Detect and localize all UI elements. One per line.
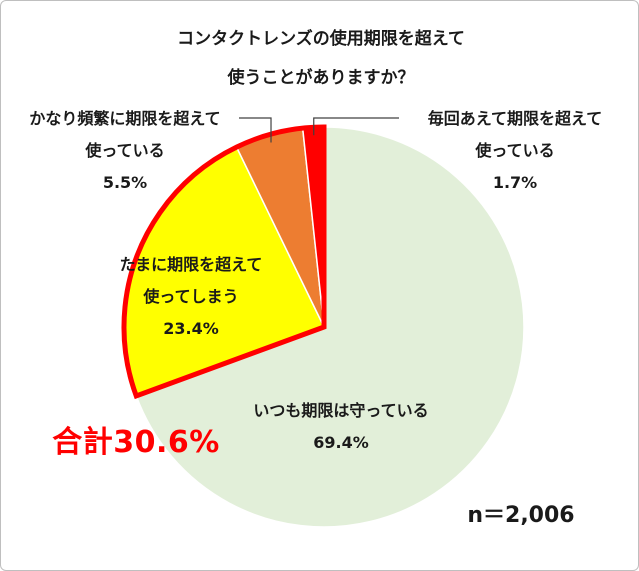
slice-always-keep	[135, 126, 525, 528]
slice-label-always-keep: いつも期限は守っている 69.4%	[211, 401, 471, 465]
slice-value-label: 1.7%	[492, 173, 538, 192]
slice-label-always-exceed: 毎回あえて期限を超えて 使っている 1.7%	[406, 109, 624, 205]
slice-label-line: 使ってしまう	[143, 287, 239, 306]
slice-value-label: 69.4%	[313, 433, 369, 452]
slice-label-line: いつも期限は守っている	[253, 401, 429, 420]
leader-lines	[239, 117, 399, 143]
slice-label-line: 使っている	[475, 141, 555, 160]
highlight-total-label: 合計30.6%	[52, 425, 220, 460]
sample-size-label: n＝2,006	[467, 503, 575, 528]
leader-line-frequently-exceed	[239, 117, 272, 143]
slice-label-line: かなり頻繁に期限を超えて	[29, 109, 221, 128]
chart-title-line-2: 使うことがありますか？	[227, 68, 415, 88]
slice-label-sometimes-exceed: たまに期限を超えて 使ってしまう 23.4%	[86, 255, 296, 351]
highlight-outline	[121, 124, 327, 400]
slice-label-line: 毎回あえて期限を超えて	[427, 109, 603, 128]
slice-label-line: 使っている	[85, 141, 165, 160]
chart-title-line-1: コンタクトレンズの使用期限を超えて	[177, 29, 465, 49]
slice-label-line: たまに期限を超えて	[119, 255, 263, 274]
slice-label-frequently-exceed: かなり頻繁に期限を超えて 使っている 5.5%	[9, 109, 241, 205]
leader-line-always-exceed	[313, 117, 399, 136]
slice-value-label: 23.4%	[163, 319, 219, 338]
pie-slices	[123, 126, 525, 528]
slice-value-label: 5.5%	[102, 173, 148, 192]
